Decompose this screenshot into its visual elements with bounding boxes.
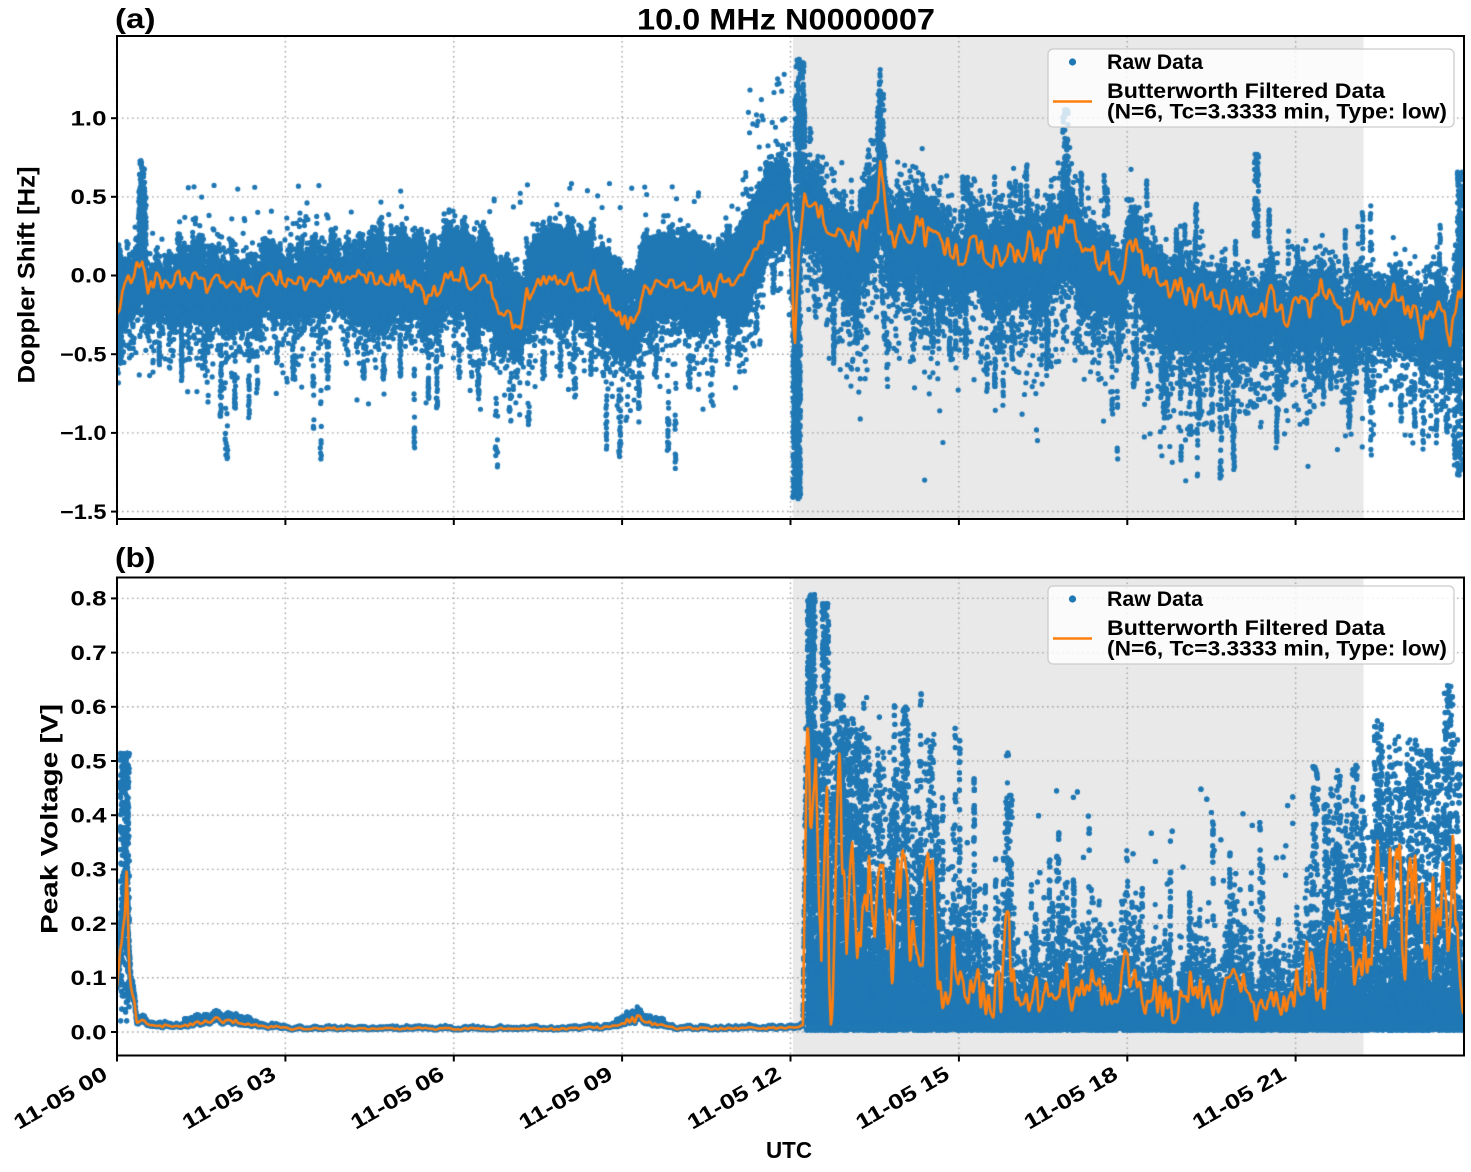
svg-text:1.0: 1.0	[71, 107, 107, 130]
svg-text:0.1: 0.1	[71, 967, 107, 990]
svg-text:0.8: 0.8	[71, 588, 107, 611]
svg-text:11-05 15: 11-05 15	[852, 1062, 954, 1134]
svg-text:0.5: 0.5	[71, 750, 107, 773]
svg-text:0.0: 0.0	[71, 265, 107, 288]
svg-text:0.2: 0.2	[71, 913, 107, 936]
svg-text:Raw Data: Raw Data	[1107, 51, 1203, 74]
svg-text:Doppler Shift [Hz]: Doppler Shift [Hz]	[14, 167, 41, 384]
svg-text:11-05 00: 11-05 00	[10, 1062, 112, 1134]
svg-text:Peak Voltage [V]: Peak Voltage [V]	[37, 704, 64, 934]
svg-text:0.5: 0.5	[71, 186, 107, 209]
svg-text:(b): (b)	[115, 542, 156, 573]
svg-text:11-05 06: 11-05 06	[347, 1062, 449, 1134]
svg-text:Butterworth Filtered Data: Butterworth Filtered Data	[1107, 617, 1385, 640]
svg-text:0.0: 0.0	[71, 1021, 107, 1044]
svg-text:0.4: 0.4	[71, 805, 107, 828]
svg-text:−1.0: −1.0	[60, 422, 107, 445]
svg-text:(N=6, Tc=3.3333 min, Type: low: (N=6, Tc=3.3333 min, Type: low)	[1107, 638, 1447, 661]
svg-text:UTC: UTC	[766, 1137, 812, 1163]
svg-text:11-05 03: 11-05 03	[178, 1062, 280, 1134]
svg-text:11-05 09: 11-05 09	[515, 1062, 617, 1134]
svg-text:11-05 21: 11-05 21	[1189, 1062, 1291, 1134]
svg-text:0.6: 0.6	[71, 696, 107, 719]
svg-text:(a): (a)	[115, 3, 156, 34]
svg-text:−0.5: −0.5	[60, 343, 107, 366]
svg-text:0.7: 0.7	[71, 642, 107, 665]
svg-text:11-05 12: 11-05 12	[683, 1062, 785, 1134]
svg-text:0.3: 0.3	[71, 859, 107, 882]
svg-text:(N=6, Tc=3.3333 min, Type: low: (N=6, Tc=3.3333 min, Type: low)	[1107, 101, 1447, 124]
svg-text:11-05 18: 11-05 18	[1020, 1062, 1122, 1134]
svg-text:10.0 MHz N0000007: 10.0 MHz N0000007	[637, 3, 935, 36]
svg-text:−1.5: −1.5	[60, 501, 107, 524]
svg-text:Butterworth Filtered Data: Butterworth Filtered Data	[1107, 80, 1385, 103]
svg-text:Raw Data: Raw Data	[1107, 588, 1203, 611]
